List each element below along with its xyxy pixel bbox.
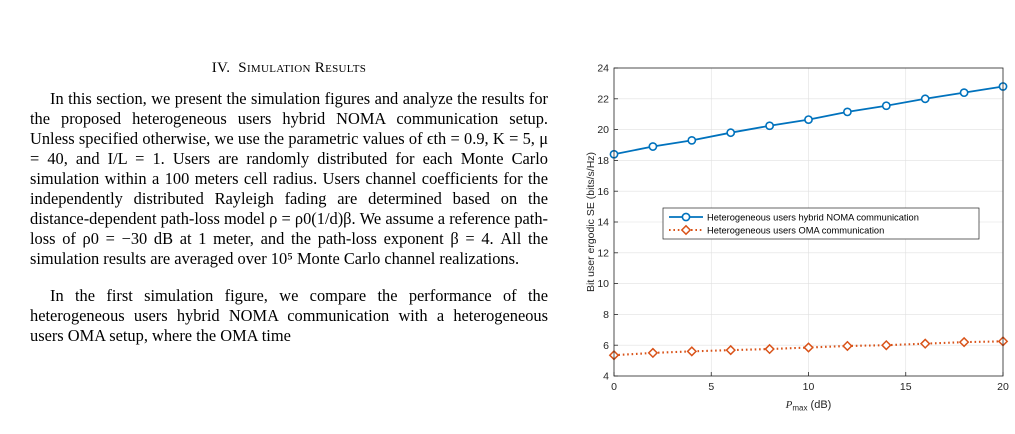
tick-label-y: 24: [597, 63, 609, 75]
legend-entry: Heterogeneous users OMA communication: [707, 225, 884, 235]
text-column: IV. Simulation Results In this section, w…: [30, 58, 548, 346]
section-number: IV.: [211, 60, 231, 76]
data-point: [765, 121, 774, 131]
legend-box: [662, 207, 980, 240]
data-point: [764, 343, 775, 355]
data-point: [687, 135, 697, 145]
data-point: [647, 347, 659, 359]
tick-label-x: 20: [997, 381, 1009, 393]
tick-label-y: 16: [597, 186, 609, 198]
tick-label-y: 14: [597, 217, 609, 229]
section-heading: IV. Simulation Results: [30, 58, 548, 78]
tick-label-y: 22: [597, 93, 609, 105]
data-point: [804, 115, 813, 124]
paragraph-intro: In this section, we present the simulati…: [30, 89, 548, 268]
series-hybrid-noma: [609, 82, 1008, 159]
data-point: [803, 342, 814, 353]
paragraph-first-figure: In the first simulation figure, we compa…: [30, 286, 548, 345]
plot-frame: [613, 67, 1004, 377]
figure-se-vs-pmax: 0 5 10 15 20 4 6 8 10 12 14 16 18 20 22 24 Heterogeneou…: [572, 56, 1015, 416]
data-point: [919, 338, 931, 349]
tick-label-x: 0: [611, 381, 617, 393]
tick-label-y: 6: [603, 340, 609, 352]
data-point: [959, 88, 969, 98]
data-point: [881, 101, 891, 111]
data-point: [842, 107, 852, 117]
data-point: [842, 340, 853, 352]
x-axis-label: Pmax (dB): [785, 399, 832, 413]
chart-svg: 0 5 10 15 20 4 6 8 10 12 14 16 18 20 22 24 Heterogeneou…: [585, 63, 1009, 413]
data-point: [686, 346, 698, 357]
tick-label-y: 8: [603, 309, 609, 321]
data-point: [920, 94, 930, 104]
data-point: [958, 336, 970, 348]
tick-label-x: 10: [803, 381, 815, 393]
tick-label-y: 10: [597, 278, 609, 290]
chart-legend: Heterogeneous users hybrid NOMA communic…: [662, 207, 980, 240]
y-axis-label: Bit user ergodic SE (bits/s/Hz): [585, 152, 597, 292]
section-title: Simulation Results: [238, 60, 367, 76]
data-point: [881, 339, 892, 351]
tick-label-y: 12: [597, 247, 609, 259]
legend-entry: Heterogeneous users hybrid NOMA communic…: [707, 212, 919, 222]
data-point: [725, 344, 736, 356]
legend-marker: [680, 224, 692, 236]
chart-series: [608, 82, 1009, 361]
tick-label-y: 18: [597, 155, 609, 167]
data-point: [648, 142, 658, 151]
tick-label-x: 5: [708, 381, 714, 393]
data-point: [726, 128, 736, 138]
tick-label-y: 20: [597, 124, 609, 136]
tick-label-x: 15: [900, 381, 912, 393]
tick-label-y: 4: [603, 371, 609, 383]
legend-marker: [681, 212, 691, 222]
series-oma: [608, 336, 1009, 361]
